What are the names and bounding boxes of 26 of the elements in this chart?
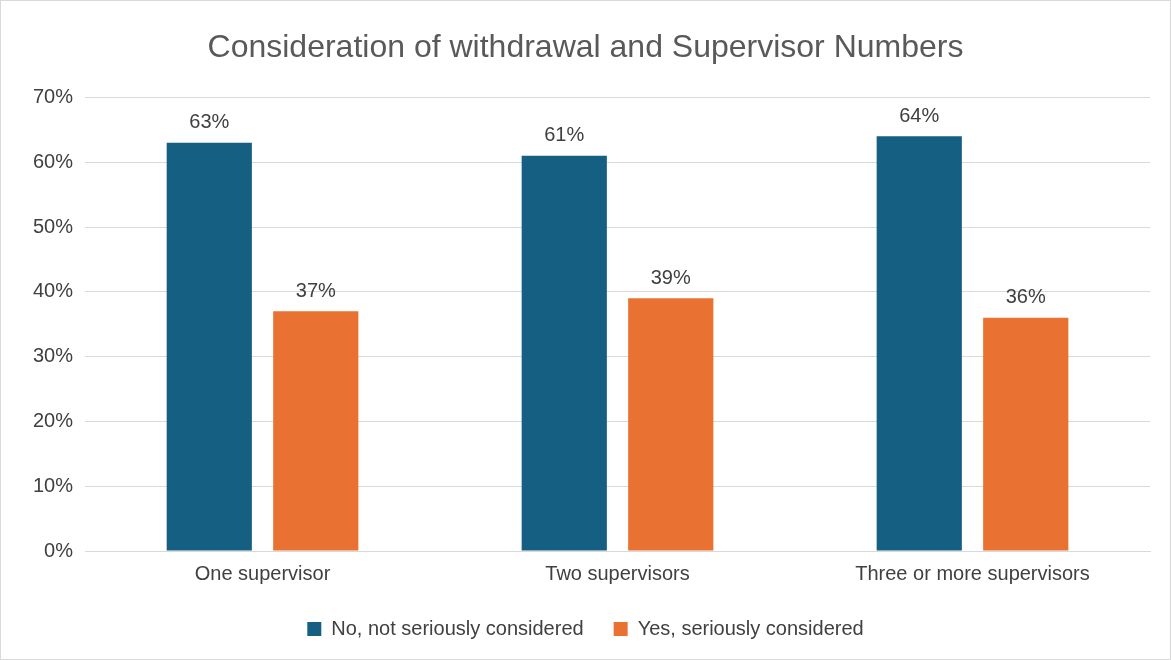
bar [983,317,1069,551]
data-label: 39% [650,265,691,288]
data-label: 61% [544,123,585,146]
x-tick-label: Three or more supervisors [855,561,1090,584]
y-tick-label: 10% [33,473,74,496]
data-label: 36% [1005,285,1046,308]
bar [273,311,359,551]
data-label: 64% [899,103,940,126]
y-tick-label: 20% [33,408,74,431]
data-label: 63% [189,110,230,133]
bar [166,142,252,551]
y-tick-label: 30% [33,344,74,367]
y-tick-label: 70% [33,84,74,107]
bar [521,155,607,551]
data-label: 37% [295,278,336,301]
bar [628,298,714,551]
bar [876,136,962,551]
y-tick-label: 0% [44,538,74,561]
chart-title: Consideration of withdrawal and Supervisor Numbers [207,28,964,65]
y-tick-label: 40% [33,279,74,302]
x-tick-label: Two supervisors [545,561,690,584]
legend-label: No, not seriously considered [331,616,584,639]
y-tick-label: 60% [33,149,74,172]
y-tick-label: 50% [33,214,74,237]
legend-label: Yes, seriously considered [637,616,864,639]
x-tick-label: One supervisor [194,561,331,584]
